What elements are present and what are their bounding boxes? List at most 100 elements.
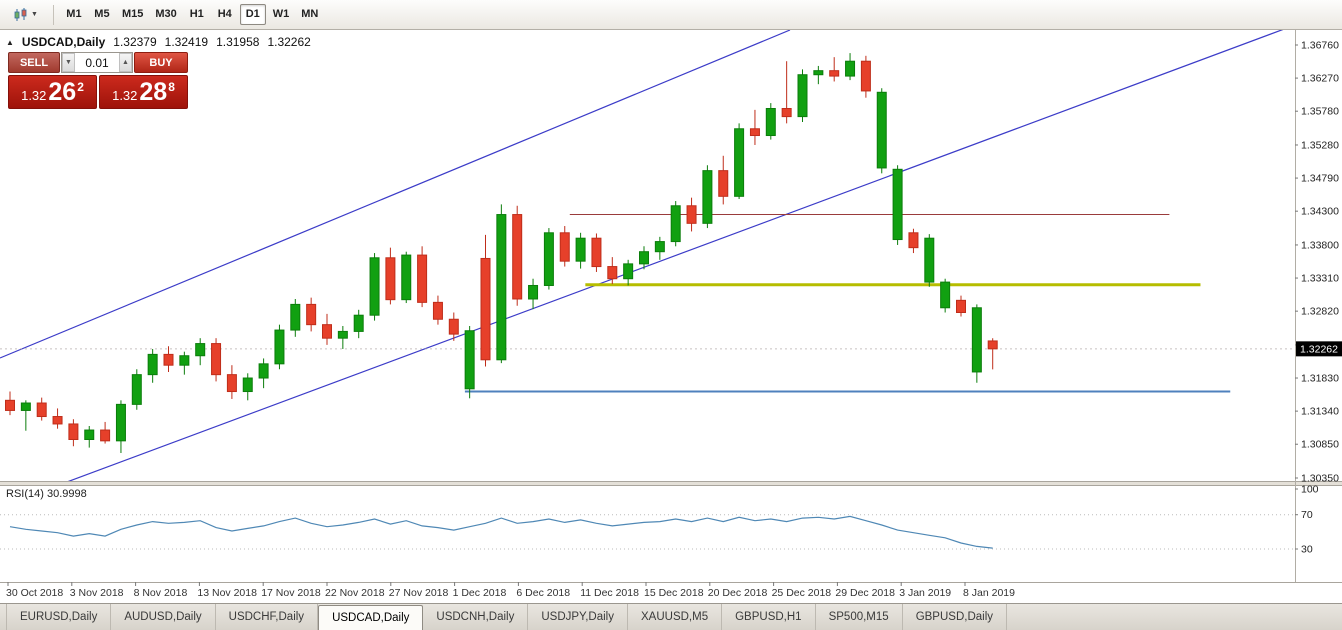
chart-tab-gbpusd-daily[interactable]: GBPUSD,Daily (903, 604, 1008, 630)
chart-canvas[interactable]: 1.36760 1.36270 1.35780 1.35280 1.34790 1.343… (0, 30, 1342, 603)
candle-body (607, 266, 618, 280)
candle-body (591, 237, 602, 268)
candle-body (306, 303, 317, 326)
chart-tab-usdcnh-daily[interactable]: USDCNH,Daily (423, 604, 529, 630)
candle-body (353, 314, 364, 332)
chart-tab-bar: EURUSD,Daily AUDUSD,Daily USDCHF,Daily USDC… (0, 603, 1342, 630)
timeframe-button-d1[interactable]: D1 (239, 4, 266, 25)
candle-body (765, 107, 776, 137)
rsi-pane-layer (0, 514, 1295, 550)
candle-body (417, 254, 428, 303)
chart-tab-audusd-daily[interactable]: AUDUSD,Daily (111, 604, 216, 630)
chart-header: ▲ USDCAD,Daily 1.32379 1.32419 1.31958 1… (6, 35, 311, 49)
time-axis-label: 25 Dec 2018 (772, 587, 832, 599)
price-axis-label: 1.31830 (1301, 373, 1339, 385)
chart-symbol-label: USDCAD,Daily (21, 35, 106, 49)
candle-body (20, 402, 31, 411)
chart-tab-gbpusd-h1[interactable]: GBPUSD,H1 (722, 604, 816, 630)
support-resistance-lines[interactable] (464, 214, 1231, 393)
candle-body (322, 324, 332, 339)
candle-body (448, 318, 459, 335)
candle-body (100, 429, 111, 442)
timeframe-button-m30[interactable]: M30 (155, 8, 177, 20)
one-click-trading-panel: SELL ▼ 0.01 ▲ BUY 1.32 26 2 1.32 28 8 (8, 52, 188, 109)
chart-tab-usdchf-daily[interactable]: USDCHF,Daily (216, 604, 319, 630)
timeframe-buttons: M1 M5 M15 M30 H1 H4 D1 W1 MN (60, 4, 324, 25)
ohlc-low: 1.31958 (216, 35, 260, 49)
volume-stepper: ▼ 0.01 ▲ (61, 52, 133, 73)
price-axis-label: 1.32820 (1301, 306, 1339, 318)
rsi-axis-label: 70 (1301, 509, 1313, 521)
top-toolbar: ▼ M1 M5 M15 M30 H1 H4 D1 W1 MN (0, 0, 1342, 30)
timeframe-button-h4[interactable]: H4 (217, 8, 232, 20)
candle-body (369, 257, 380, 316)
candle-body (52, 416, 63, 425)
rsi-indicator-label: RSI(14) 30.9998 (6, 488, 87, 500)
price-plot-layer (0, 30, 1295, 492)
buy-button[interactable]: BUY (134, 52, 188, 73)
buy-price-panel[interactable]: 1.32 28 8 (99, 75, 188, 109)
channel-lower (65, 30, 1284, 482)
pane-splitter[interactable] (0, 482, 1342, 485)
candle-body (718, 170, 729, 197)
candle-body (797, 74, 808, 118)
chart-tab-usdjpy-daily[interactable]: USDJPY,Daily (528, 604, 628, 630)
volume-decrease-button[interactable]: ▼ (62, 53, 75, 72)
sell-price-sup: 2 (77, 80, 84, 94)
sell-price-panel[interactable]: 1.32 26 2 (8, 75, 97, 109)
ohlc-open: 1.32379 (113, 35, 157, 49)
time-axis-label: 3 Nov 2018 (70, 587, 124, 599)
candle-body (559, 232, 570, 262)
current-price-badge: 1.32262 (1296, 341, 1342, 357)
timeframe-button-mn[interactable]: MN (301, 8, 319, 20)
time-axis-label: 29 Dec 2018 (835, 587, 895, 599)
candle-body (528, 284, 539, 300)
chart-tab-sp500-m15[interactable]: SP500,M15 (816, 604, 903, 630)
candle-body (702, 170, 713, 224)
price-axis-label: 1.34300 (1301, 206, 1339, 218)
candle-body (36, 402, 47, 418)
candlestick-chart-icon (14, 7, 27, 21)
chart-tab-usdcad-daily[interactable]: USDCAD,Daily (318, 605, 424, 630)
candle-body (115, 403, 126, 442)
timeframe-button-m1[interactable]: M1 (66, 8, 82, 20)
candle-body (147, 353, 158, 376)
time-axis-label: 1 Dec 2018 (453, 587, 507, 599)
timeframe-button-m15[interactable]: M15 (121, 8, 144, 20)
chart-tab-xauusd-m5[interactable]: XAUUSD,M5 (628, 604, 723, 630)
time-axis-label: 6 Dec 2018 (516, 587, 570, 599)
chart-area[interactable]: 1.36760 1.36270 1.35780 1.35280 1.34790 1.343… (0, 30, 1342, 603)
candle-body (290, 303, 301, 331)
price-axis-label: 1.33800 (1301, 239, 1339, 251)
sell-price-big: 26 (48, 78, 77, 106)
trend-lines[interactable] (0, 30, 1295, 492)
timeframe-button-w1[interactable]: W1 (272, 8, 290, 20)
candle-body (480, 257, 491, 361)
chart-type-button[interactable]: ▼ (9, 5, 42, 25)
volume-value[interactable]: 0.01 (85, 55, 109, 70)
candle-body (845, 60, 856, 77)
chart-tab-eurusd-daily[interactable]: EURUSD,Daily (6, 604, 112, 630)
candle-body (401, 254, 412, 301)
candle-body (179, 355, 190, 366)
chart-background (0, 30, 1342, 603)
candle-body (892, 168, 903, 241)
sell-button[interactable]: SELL (8, 52, 60, 73)
candle-body (956, 299, 966, 314)
candle-body (734, 128, 745, 197)
timeframe-button-m5[interactable]: M5 (94, 8, 110, 20)
time-axis-label: 8 Jan 2019 (963, 587, 1015, 599)
candle-body (686, 205, 697, 224)
chart-marker-icon: ▲ (6, 37, 14, 47)
candle-body (876, 91, 887, 169)
toolbar-separator (52, 4, 54, 25)
svg-text:1.32262: 1.32262 (1300, 343, 1338, 355)
chevron-down-icon: ▼ (31, 11, 38, 18)
candle-body (163, 353, 174, 366)
volume-increase-button[interactable]: ▲ (119, 53, 132, 72)
timeframe-button-h1[interactable]: H1 (189, 8, 204, 20)
candle-body (813, 70, 824, 76)
rsi-line (9, 515, 993, 549)
price-axis-label: 1.36760 (1301, 40, 1339, 52)
time-axis-label: 11 Dec 2018 (580, 587, 639, 599)
